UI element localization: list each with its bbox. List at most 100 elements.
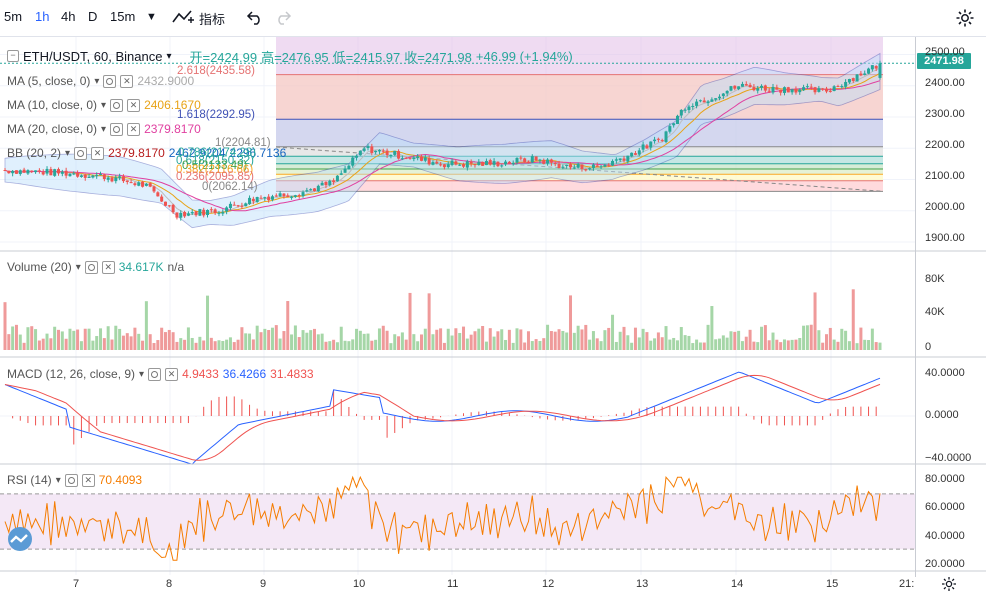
- redo-icon[interactable]: [274, 9, 292, 28]
- candle-body: [175, 212, 179, 218]
- volume-bar: [3, 302, 7, 350]
- volume-bar: [782, 339, 786, 350]
- macd-legend[interactable]: MACD (12, 26, close, 9) ▾ ✕ 4.9433 36.42…: [7, 366, 314, 382]
- volume-bar: [836, 341, 840, 350]
- bb-legend[interactable]: BB (20, 2) ▾ ✕ 2379.8170 2462.9204 2296.…: [7, 145, 286, 161]
- bb-label[interactable]: BB (20, 2): [7, 146, 62, 160]
- bollinger-bands: [4, 52, 881, 229]
- macd-label[interactable]: MACD (12, 26, close, 9): [7, 367, 136, 381]
- candle-body: [339, 173, 343, 175]
- close-icon[interactable]: ✕: [81, 473, 95, 487]
- volume-legend[interactable]: Volume (20) ▾ ✕ 34.617K n/a: [7, 259, 184, 275]
- chevron-down-icon[interactable]: ▾: [166, 50, 172, 62]
- fib-level-label[interactable]: 0.382(2116.66): [176, 164, 254, 176]
- axis-settings-gear-icon[interactable]: [941, 576, 957, 595]
- settings-gear-icon[interactable]: [955, 8, 975, 31]
- candle-body: [767, 90, 771, 92]
- volume-bar: [133, 327, 137, 350]
- volume-bar: [660, 337, 664, 350]
- candle-body: [664, 131, 668, 142]
- ma10-legend[interactable]: MA (10, close, 0) ▾ ✕ 2406.1670: [7, 97, 201, 113]
- fib-level-label[interactable]: 0.786(2174.28): [178, 147, 257, 159]
- bb-basis-value: 2379.8170: [108, 146, 165, 160]
- volume-bar: [244, 333, 248, 350]
- indicators-label[interactable]: 指标: [199, 12, 226, 27]
- chevron-down-icon[interactable]: ▾: [65, 147, 71, 159]
- candle-body: [504, 161, 508, 165]
- interval-5m-button[interactable]: 5m: [4, 9, 23, 24]
- close-icon[interactable]: ✕: [120, 74, 134, 88]
- time-tick: 10: [353, 578, 366, 590]
- fib-level-label[interactable]: 0.5(2133.49): [182, 160, 248, 172]
- macd-plot: [0, 371, 915, 465]
- interval-1h-button[interactable]: 1h: [35, 9, 50, 24]
- rsi-label[interactable]: RSI (14): [7, 473, 52, 487]
- eye-icon[interactable]: [64, 473, 78, 487]
- candle-body: [255, 197, 259, 203]
- ma5-label[interactable]: MA (5, close, 0): [7, 74, 91, 88]
- close-icon[interactable]: ✕: [127, 122, 141, 136]
- interval-15m-button[interactable]: 15m: [110, 9, 136, 24]
- fibonacci-retracement[interactable]: [0, 37, 915, 192]
- candle-body: [221, 212, 225, 214]
- candle-body: [580, 164, 584, 169]
- candle-body: [68, 173, 72, 177]
- ma20-legend[interactable]: MA (20, close, 0) ▾ ✕ 2379.8170: [7, 121, 201, 137]
- volume-bar: [293, 325, 297, 350]
- eye-icon[interactable]: [74, 146, 88, 160]
- eye-icon[interactable]: [84, 260, 98, 274]
- fib-level-label[interactable]: 1(2204.81): [215, 137, 271, 149]
- close-icon[interactable]: ✕: [91, 146, 105, 160]
- chevron-down-icon[interactable]: ▾: [139, 368, 145, 380]
- volume-bar: [809, 324, 813, 350]
- volume-bar: [301, 330, 305, 350]
- undo-icon[interactable]: [246, 9, 264, 28]
- fib-level-label[interactable]: 2.618(2435.58): [177, 65, 256, 77]
- volume-bar: [607, 327, 611, 350]
- rsi-legend[interactable]: RSI (14) ▾ ✕ 70.4093: [7, 472, 142, 488]
- fib-level-label[interactable]: 0.618(2150.32): [176, 155, 255, 167]
- eye-icon[interactable]: [103, 74, 117, 88]
- ma10-label[interactable]: MA (10, close, 0): [7, 98, 98, 112]
- volume-bar: [118, 328, 122, 350]
- candle-body: [309, 189, 313, 191]
- collapse-legend-icon[interactable]: −: [7, 50, 19, 62]
- chevron-down-icon[interactable]: ▼: [146, 11, 157, 23]
- symbol-name[interactable]: ETH/USDT, 60, Binance: [23, 48, 163, 64]
- eye-icon[interactable]: [110, 98, 124, 112]
- volume-bar: [790, 339, 794, 350]
- volume-bar: [393, 334, 397, 350]
- interval-d-button[interactable]: D: [88, 9, 98, 24]
- candle-body: [637, 150, 641, 155]
- ma5-legend[interactable]: MA (5, close, 0) ▾ ✕ 2432.9000: [7, 73, 194, 89]
- candle-body: [450, 160, 454, 165]
- close-icon[interactable]: ✕: [127, 98, 141, 112]
- chart-canvas[interactable]: [0, 37, 986, 603]
- chevron-down-icon[interactable]: ▾: [55, 474, 61, 486]
- volume-label[interactable]: Volume (20): [7, 260, 72, 274]
- chevron-down-icon[interactable]: ▾: [75, 261, 81, 273]
- chevron-down-icon[interactable]: ▾: [94, 75, 100, 87]
- ma20-label[interactable]: MA (20, close, 0): [7, 122, 98, 136]
- candle-body: [14, 170, 18, 174]
- fib-level-label[interactable]: 0(2062.14): [202, 181, 258, 193]
- fib-level-label[interactable]: 1.618(2292.95): [177, 109, 256, 121]
- candle-body: [213, 209, 217, 213]
- candle-body: [782, 87, 786, 93]
- volume-bar: [45, 333, 49, 350]
- chevron-down-icon[interactable]: ▾: [101, 99, 107, 111]
- fib-level-label[interactable]: 0.236(2095.85): [176, 171, 255, 183]
- volume-bar: [481, 326, 485, 350]
- interval-4h-button[interactable]: 4h: [61, 9, 76, 24]
- chevron-down-icon[interactable]: ▾: [101, 123, 107, 135]
- tradingview-logo-icon[interactable]: [6, 527, 34, 554]
- ma5-value: 2432.9000: [137, 74, 195, 88]
- indicators-button[interactable]: [171, 8, 195, 29]
- candle-body: [855, 74, 859, 82]
- close-icon[interactable]: ✕: [101, 260, 115, 274]
- eye-icon[interactable]: [110, 122, 124, 136]
- candle-body: [595, 165, 599, 167]
- symbol-legend[interactable]: − ETH/USDT, 60, Binance ▾ 开=2424.99 高=24…: [7, 48, 573, 65]
- eye-icon[interactable]: [148, 367, 162, 381]
- close-icon[interactable]: ✕: [165, 367, 179, 381]
